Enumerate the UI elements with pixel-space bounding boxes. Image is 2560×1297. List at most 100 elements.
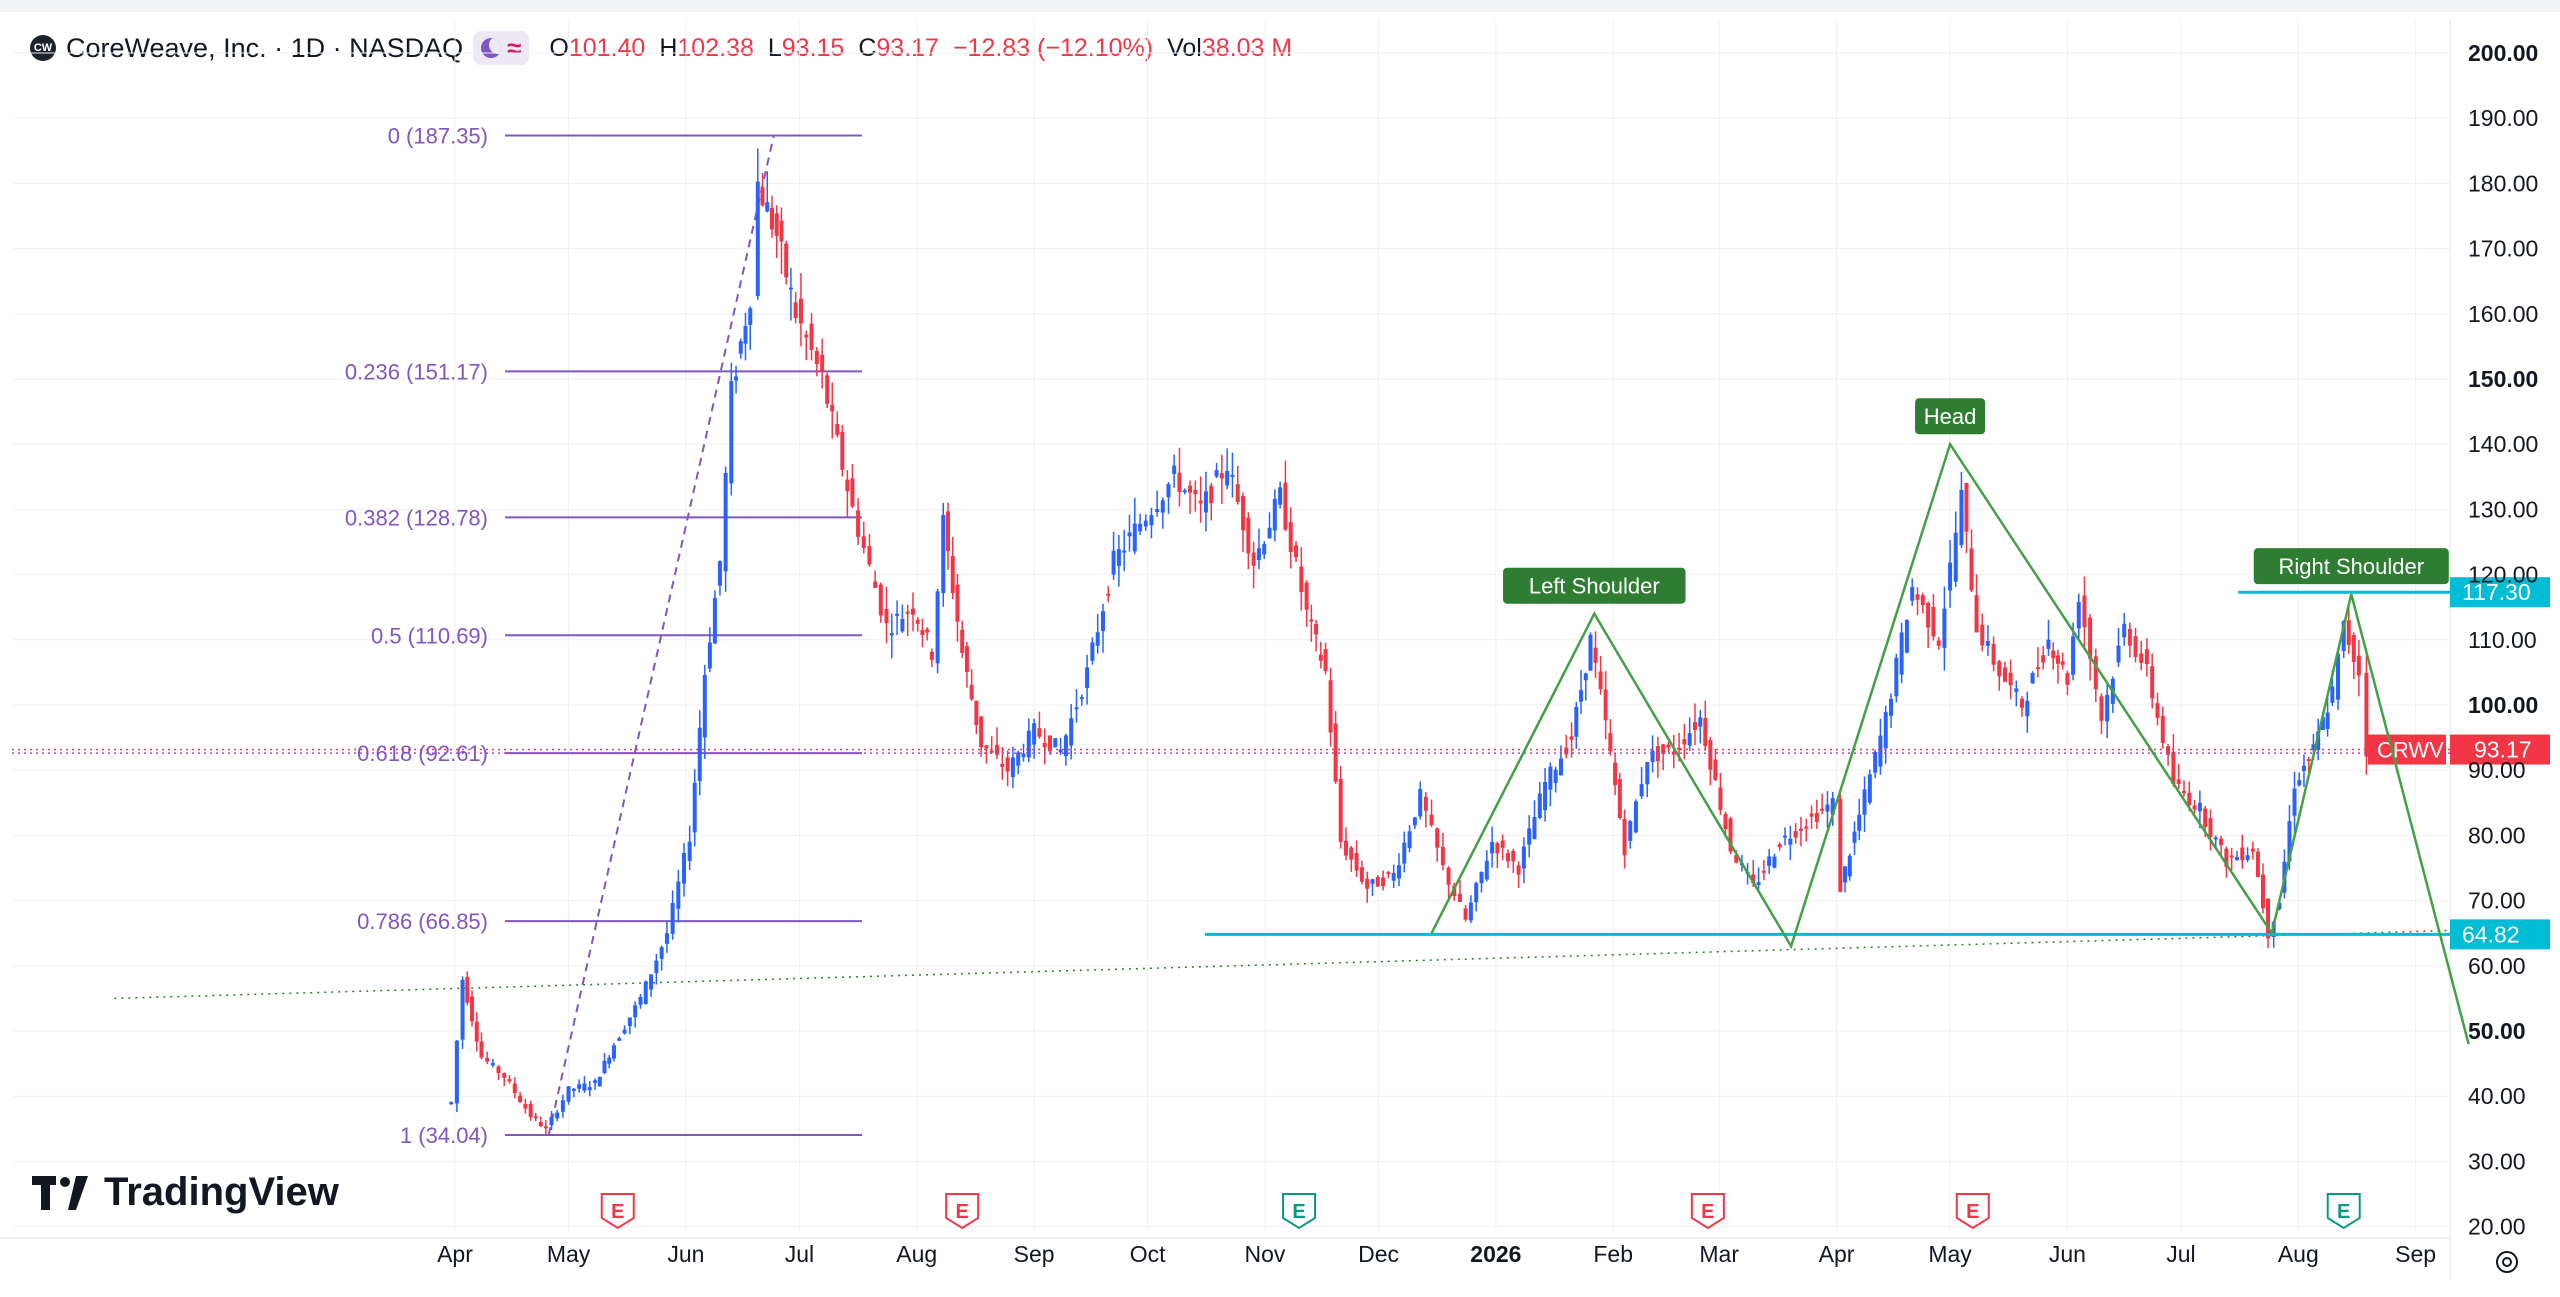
candle-body [1225,470,1230,486]
candle-body [617,1038,622,1041]
earnings-badge-icon [945,1193,980,1230]
candle-body [582,1083,587,1091]
price-tick-label: 140.00 [2468,431,2538,457]
earnings-marker[interactable]: E [945,1193,980,1230]
candle-body [1127,532,1132,537]
price-tick-label: 30.00 [2468,1148,2526,1174]
candle-body [2208,818,2213,838]
candle-body [2287,821,2292,862]
candle-body [950,555,955,593]
fib-level-label: 0.236 (151.17) [345,359,488,384]
candle-body [2219,838,2224,846]
symbol-legend[interactable]: CW CoreWeave, Inc. · 1D · NASDAQ ≈ O101.… [30,30,1292,66]
candle-body [835,424,840,435]
candle-body [1974,595,1979,633]
fib-level-label: 0.5 (110.69) [371,623,488,648]
candle-body [659,947,664,959]
candle-body [1713,759,1718,780]
symbol-title[interactable]: CoreWeave, Inc. · 1D · NASDAQ [66,32,464,63]
candle-body [1593,647,1598,663]
price-tick-label: 200.00 [2468,40,2538,66]
time-tick-label: Jun [667,1241,704,1267]
candle-body [964,646,969,672]
candle-body [884,608,889,624]
candle-body [1484,860,1489,880]
candle-body [2224,848,2229,867]
candle-body [723,472,728,572]
level-price-badge[interactable] [2450,919,2550,950]
earnings-marker[interactable]: E [1690,1193,1725,1230]
pattern-label-box[interactable] [2253,548,2449,585]
candle-body [1272,498,1277,531]
candle-body [955,584,960,622]
candle-body [1048,735,1053,752]
close-value: 93.17 [876,33,939,62]
candle-body [1318,654,1323,661]
candle-body [1899,632,1904,675]
candle-body [2341,621,2346,652]
candle-body [454,1040,459,1104]
candle-body [984,745,989,749]
candle-body [1412,817,1417,826]
candle-body [1440,846,1445,865]
candle-body [1495,843,1500,854]
candle-body [681,853,686,884]
last-price-badge[interactable] [2450,734,2550,765]
settings-gear-icon[interactable] [2496,1251,2518,1273]
candle-body [1910,587,1915,601]
candle-body [1516,865,1521,875]
candle-body [900,618,905,632]
candle-body [1948,562,1953,591]
candle-body [1490,842,1495,854]
candle-body [1359,867,1364,882]
price-axis[interactable]: 20.00 30.00 40.00 50.00 60.00 70.00 80.00 90.00… [2468,40,2538,1240]
candle-body [1761,870,1766,873]
horizontal-lines[interactable]: 64.82 117.30 CRWV 93.17 [12,577,2550,950]
time-tick-label: Feb [1593,1241,1633,1267]
symbol-badge[interactable] [2368,734,2446,765]
candle-body [830,404,835,412]
earnings-marker[interactable]: E [1282,1193,1317,1230]
candle-body [2099,696,2104,721]
last-price-badge-label: 93.17 [2474,737,2532,763]
candle-body [664,933,669,944]
level-price-badge[interactable] [2450,577,2550,608]
candle-body [2041,655,2046,663]
earnings-marker[interactable]: E [600,1193,635,1230]
earnings-marker[interactable]: E [2326,1193,2361,1230]
candle-body [1314,623,1319,635]
time-axis[interactable]: Apr May Jun Jul Aug Sep Oct Nov Dec 2026 Feb Mar Apr… [437,1241,2518,1273]
pattern-label-box[interactable] [1915,398,1986,435]
candle-body [2213,837,2218,840]
candle-body [1338,778,1343,842]
trendline-layer [114,929,2469,1000]
tradingview-logo[interactable]: TradingView [32,1170,339,1215]
pattern-label: Right Shoulder [2279,554,2425,579]
candle-body [1804,826,1809,829]
candle-body [1370,879,1375,884]
pattern-label-box[interactable] [1503,567,1686,604]
candle-body [638,997,643,1005]
candle-body [1650,750,1655,762]
candle-body [1751,874,1756,884]
fib-retracement[interactable]: 0 (187.35) 0.236 (151.17) 0.382 (128.78) 0.… [345,123,862,1148]
candle-body [1343,840,1348,856]
candle-body [566,1086,571,1102]
candle-body [1991,643,1996,665]
candle-body [1809,813,1814,817]
candle-body [633,1005,638,1018]
candle-body [1953,532,1958,582]
head-and-shoulders-pattern[interactable]: Left Shoulder Head Right Shoulder [1430,398,2470,1045]
candle-body [1920,595,1925,606]
candle-body [1058,749,1063,753]
candle-body [2155,703,2160,718]
pattern-label: Left Shoulder [1529,574,1660,599]
candle-body [1692,722,1697,730]
earnings-marker[interactable]: E [1955,1193,1990,1230]
candle-body [670,902,675,934]
candle-body [1000,763,1005,767]
candle-body [1209,485,1214,504]
candle-body [960,629,965,653]
